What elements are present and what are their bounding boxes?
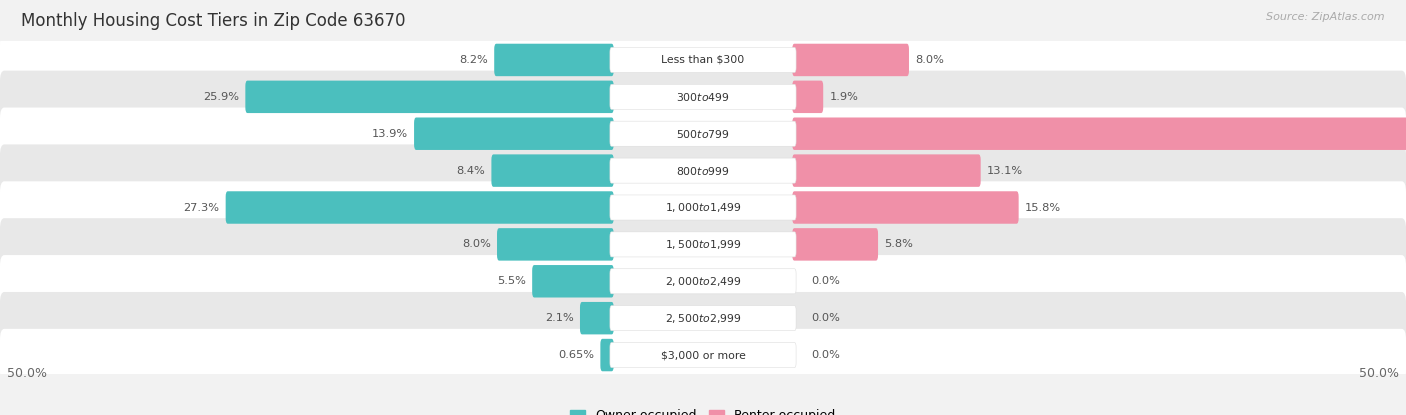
FancyBboxPatch shape: [0, 71, 1406, 123]
FancyBboxPatch shape: [793, 81, 824, 113]
Text: 0.65%: 0.65%: [558, 350, 593, 360]
Text: 0.0%: 0.0%: [811, 313, 841, 323]
FancyBboxPatch shape: [0, 107, 1406, 160]
FancyBboxPatch shape: [226, 191, 614, 224]
Text: 8.0%: 8.0%: [915, 55, 945, 65]
FancyBboxPatch shape: [0, 329, 1406, 381]
FancyBboxPatch shape: [610, 84, 796, 110]
FancyBboxPatch shape: [415, 117, 614, 150]
FancyBboxPatch shape: [610, 232, 796, 257]
Text: $1,000 to $1,499: $1,000 to $1,499: [665, 201, 741, 214]
FancyBboxPatch shape: [610, 158, 796, 183]
Text: 0.0%: 0.0%: [811, 350, 841, 360]
Text: 8.2%: 8.2%: [460, 55, 488, 65]
FancyBboxPatch shape: [610, 195, 796, 220]
Text: 13.1%: 13.1%: [987, 166, 1024, 176]
Text: 15.8%: 15.8%: [1025, 203, 1062, 212]
Text: 27.3%: 27.3%: [183, 203, 219, 212]
Text: Source: ZipAtlas.com: Source: ZipAtlas.com: [1267, 12, 1385, 22]
Text: 50.0%: 50.0%: [1360, 367, 1399, 380]
FancyBboxPatch shape: [793, 191, 1018, 224]
FancyBboxPatch shape: [0, 181, 1406, 234]
FancyBboxPatch shape: [0, 144, 1406, 197]
FancyBboxPatch shape: [793, 228, 877, 261]
Text: $500 to $799: $500 to $799: [676, 128, 730, 140]
FancyBboxPatch shape: [600, 339, 614, 371]
Text: Monthly Housing Cost Tiers in Zip Code 63670: Monthly Housing Cost Tiers in Zip Code 6…: [21, 12, 405, 30]
FancyBboxPatch shape: [610, 47, 796, 73]
FancyBboxPatch shape: [610, 305, 796, 331]
FancyBboxPatch shape: [793, 44, 910, 76]
Text: $2,500 to $2,999: $2,500 to $2,999: [665, 312, 741, 325]
FancyBboxPatch shape: [610, 269, 796, 294]
FancyBboxPatch shape: [495, 44, 614, 76]
Text: 8.0%: 8.0%: [461, 239, 491, 249]
Text: Less than $300: Less than $300: [661, 55, 745, 65]
Text: 13.9%: 13.9%: [371, 129, 408, 139]
Text: 0.0%: 0.0%: [811, 276, 841, 286]
Text: $3,000 or more: $3,000 or more: [661, 350, 745, 360]
FancyBboxPatch shape: [793, 154, 981, 187]
Text: 5.5%: 5.5%: [496, 276, 526, 286]
FancyBboxPatch shape: [610, 342, 796, 368]
FancyBboxPatch shape: [793, 117, 1406, 150]
FancyBboxPatch shape: [246, 81, 614, 113]
Text: 1.9%: 1.9%: [830, 92, 859, 102]
Text: 2.1%: 2.1%: [546, 313, 574, 323]
Text: 25.9%: 25.9%: [202, 92, 239, 102]
Legend: Owner-occupied, Renter-occupied: Owner-occupied, Renter-occupied: [565, 404, 841, 415]
Text: $800 to $999: $800 to $999: [676, 165, 730, 177]
Text: 5.8%: 5.8%: [884, 239, 914, 249]
FancyBboxPatch shape: [0, 218, 1406, 271]
Text: $300 to $499: $300 to $499: [676, 91, 730, 103]
FancyBboxPatch shape: [581, 302, 614, 334]
Text: $1,500 to $1,999: $1,500 to $1,999: [665, 238, 741, 251]
Text: 8.4%: 8.4%: [457, 166, 485, 176]
FancyBboxPatch shape: [610, 121, 796, 146]
FancyBboxPatch shape: [492, 154, 614, 187]
Text: $2,000 to $2,499: $2,000 to $2,499: [665, 275, 741, 288]
FancyBboxPatch shape: [0, 34, 1406, 86]
FancyBboxPatch shape: [533, 265, 614, 298]
FancyBboxPatch shape: [0, 292, 1406, 344]
Text: 50.0%: 50.0%: [7, 367, 46, 380]
FancyBboxPatch shape: [0, 255, 1406, 308]
FancyBboxPatch shape: [498, 228, 614, 261]
